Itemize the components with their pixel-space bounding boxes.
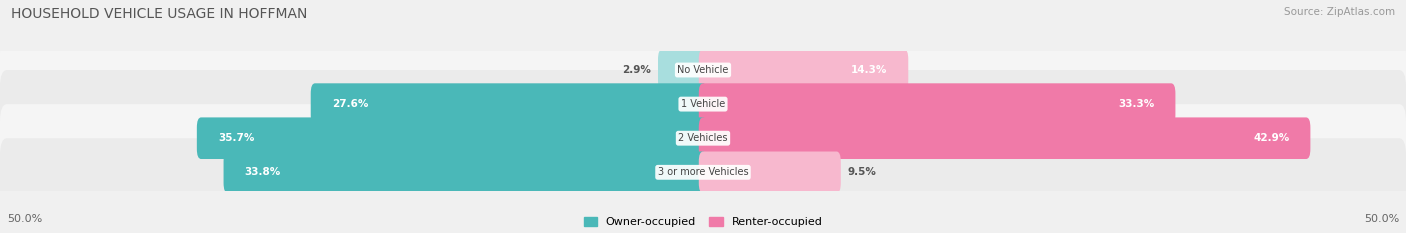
Text: 50.0%: 50.0% bbox=[1364, 214, 1399, 224]
Text: No Vehicle: No Vehicle bbox=[678, 65, 728, 75]
Text: 14.3%: 14.3% bbox=[851, 65, 887, 75]
Text: HOUSEHOLD VEHICLE USAGE IN HOFFMAN: HOUSEHOLD VEHICLE USAGE IN HOFFMAN bbox=[11, 7, 308, 21]
FancyBboxPatch shape bbox=[658, 49, 707, 91]
FancyBboxPatch shape bbox=[699, 83, 1175, 125]
Text: 9.5%: 9.5% bbox=[848, 167, 877, 177]
FancyBboxPatch shape bbox=[699, 151, 841, 193]
Text: 27.6%: 27.6% bbox=[332, 99, 368, 109]
Text: 2.9%: 2.9% bbox=[621, 65, 651, 75]
FancyBboxPatch shape bbox=[311, 83, 707, 125]
Legend: Owner-occupied, Renter-occupied: Owner-occupied, Renter-occupied bbox=[583, 217, 823, 227]
Text: 42.9%: 42.9% bbox=[1253, 133, 1289, 143]
Text: 33.8%: 33.8% bbox=[245, 167, 281, 177]
FancyBboxPatch shape bbox=[0, 138, 1406, 206]
Text: 35.7%: 35.7% bbox=[218, 133, 254, 143]
FancyBboxPatch shape bbox=[699, 49, 908, 91]
FancyBboxPatch shape bbox=[699, 117, 1310, 159]
FancyBboxPatch shape bbox=[0, 70, 1406, 138]
FancyBboxPatch shape bbox=[0, 104, 1406, 172]
FancyBboxPatch shape bbox=[197, 117, 707, 159]
Text: 50.0%: 50.0% bbox=[7, 214, 42, 224]
Text: 3 or more Vehicles: 3 or more Vehicles bbox=[658, 167, 748, 177]
Text: Source: ZipAtlas.com: Source: ZipAtlas.com bbox=[1284, 7, 1395, 17]
FancyBboxPatch shape bbox=[224, 151, 707, 193]
Text: 2 Vehicles: 2 Vehicles bbox=[678, 133, 728, 143]
Text: 33.3%: 33.3% bbox=[1118, 99, 1154, 109]
Text: 1 Vehicle: 1 Vehicle bbox=[681, 99, 725, 109]
FancyBboxPatch shape bbox=[0, 36, 1406, 104]
